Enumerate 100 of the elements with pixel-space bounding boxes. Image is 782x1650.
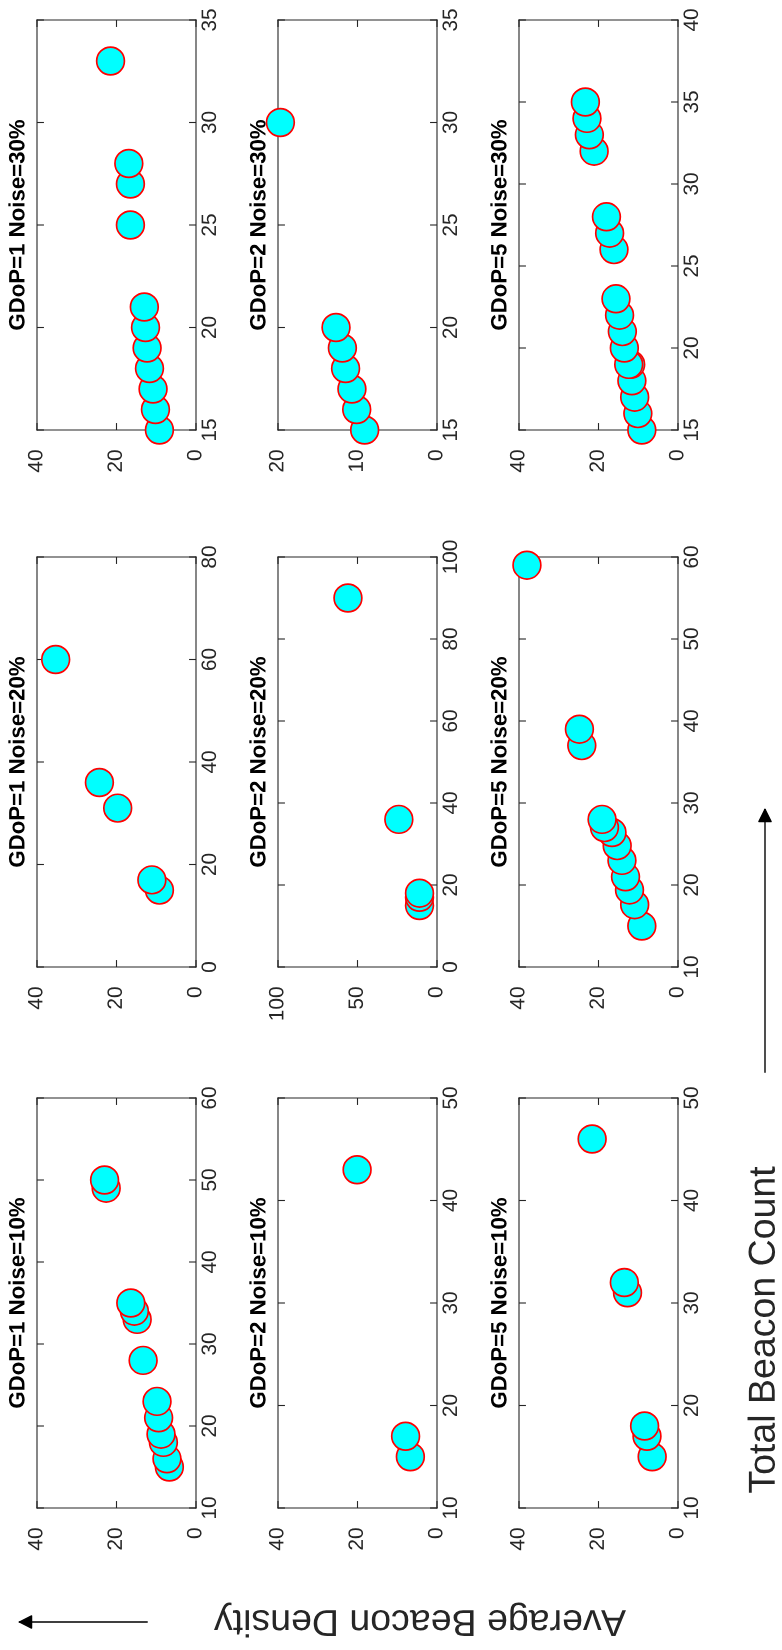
y-tick-label: 15 [201, 419, 217, 440]
y-tick-label: 80 [201, 546, 217, 568]
y-tick-label: 30 [442, 1292, 458, 1314]
x-tick-label: 20 [268, 450, 284, 472]
point [40, 644, 71, 675]
y-tick-label: 80 [442, 628, 458, 650]
y-tick-label: 50 [683, 1087, 699, 1109]
y-tick-label: 60 [683, 546, 699, 568]
y-tick-label: 0 [442, 962, 458, 972]
x-tick-label: 40 [509, 987, 525, 1010]
y-tick-label: 60 [201, 1087, 217, 1109]
y-tick-label: 35 [683, 91, 699, 113]
x-tick-label: 40 [27, 1528, 43, 1551]
point [512, 550, 542, 580]
y-tick-label: 20 [683, 1394, 699, 1417]
text: GDoP=2 Noise=10% [249, 1197, 266, 1408]
y-tick-label: 30 [683, 173, 699, 195]
y-tick-label: 20 [442, 1394, 458, 1417]
point [265, 107, 296, 138]
y-axis-title: Total Beacon Count [747, 1166, 776, 1493]
point [102, 793, 133, 823]
text: GDoP=2 Noise=20% [249, 656, 266, 867]
y-tick-label: 20 [442, 316, 458, 339]
x-tick-label: 0 [668, 987, 684, 998]
x-tick-label: 0 [186, 987, 202, 998]
text: GDoP=5 Noise=10% [490, 1197, 507, 1408]
y-tick-label: 35 [201, 9, 217, 31]
x-tick-label: 0 [668, 1528, 684, 1539]
x-tick-label: 0 [186, 450, 202, 461]
y-tick-label: 50 [201, 1169, 217, 1191]
point [115, 210, 146, 240]
x-tick-label: 40 [27, 987, 43, 1010]
y-tick-label: 35 [442, 9, 458, 31]
point [142, 1386, 172, 1417]
x-tick-label: 20 [107, 450, 123, 472]
point [564, 714, 595, 744]
y-tick-label: 20 [442, 874, 458, 896]
y-tick-label: 0 [201, 962, 217, 972]
y-tick-label: 40 [201, 1251, 217, 1274]
point [95, 46, 126, 76]
y-tick-label: 40 [442, 792, 458, 815]
x-tick-label: 50 [348, 987, 364, 1009]
point [587, 804, 617, 835]
point [116, 1288, 146, 1318]
x-tick-label: 20 [589, 987, 605, 1009]
point [129, 292, 160, 322]
x-tick-label: 0 [668, 450, 684, 461]
point [84, 767, 115, 798]
y-tick-label: 40 [683, 9, 699, 32]
point [609, 1267, 640, 1298]
y-tick-label: 15 [442, 419, 458, 440]
point [629, 1411, 660, 1441]
y-tick-label: 20 [201, 853, 217, 876]
point [128, 1345, 158, 1376]
text: GDoP=1 Noise=30% [8, 119, 25, 330]
x-tick-label: 20 [589, 450, 605, 472]
x-tick-label: 40 [27, 450, 43, 473]
y-tick-label: 30 [683, 792, 699, 814]
y-tick-label: 30 [442, 111, 458, 134]
y-tick-label: 20 [683, 874, 699, 896]
y-tick-label: 25 [201, 214, 217, 236]
y-tick-label: 15 [683, 419, 699, 440]
y-tick-label: 30 [201, 1333, 217, 1355]
y-tick-label: 40 [201, 751, 217, 774]
text: GDoP=5 Noise=30% [490, 119, 507, 330]
x-tick-label: 0 [427, 1528, 443, 1539]
point [601, 284, 631, 314]
x-tick-label: 0 [427, 450, 443, 461]
point [333, 583, 363, 613]
text: GDoP=2 Noise=30% [249, 119, 266, 330]
x-tick-label: 40 [268, 1528, 284, 1551]
y-tick-label: 60 [201, 648, 217, 671]
x-tick-label: 0 [186, 1528, 202, 1539]
y-tick-label: 25 [442, 214, 458, 236]
y-tick-label: 20 [201, 316, 217, 339]
point [137, 865, 167, 895]
x-tick-label: 10 [348, 450, 364, 472]
text: GDoP=1 Noise=10% [8, 1197, 25, 1408]
text: GDoP=5 Noise=20% [490, 656, 507, 867]
x-tick-label: 20 [589, 1528, 605, 1550]
y-tick-label: 40 [683, 710, 699, 733]
y-tick-label: 10 [201, 1497, 217, 1518]
x-tick-label: 20 [107, 987, 123, 1009]
y-tick-label: 10 [683, 956, 699, 977]
y-tick-label: 30 [683, 1292, 699, 1314]
x-axis-title: Average Beacon Density [214, 1602, 626, 1638]
point [114, 148, 144, 179]
x-tick-label: 40 [509, 1528, 525, 1551]
point [577, 1124, 607, 1154]
x-tick-label: 0 [427, 987, 443, 998]
y-tick-label: 30 [201, 111, 217, 134]
y-tick-label: 20 [683, 337, 699, 359]
x-tick-label: 100 [268, 987, 284, 1020]
point [390, 1421, 421, 1451]
point [89, 1165, 120, 1195]
point [384, 804, 414, 835]
x-tick-label: 20 [107, 1528, 123, 1550]
text: GDoP=1 Noise=20% [8, 656, 25, 867]
y-tick-label: 100 [442, 540, 458, 573]
point [342, 1155, 372, 1185]
